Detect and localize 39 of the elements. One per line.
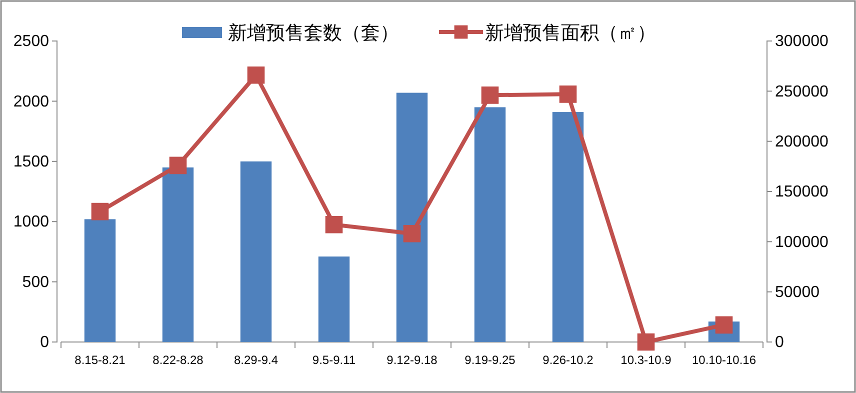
y-tick-label: 2000 [13, 93, 50, 110]
y2-tick-label: 250000 [775, 83, 828, 100]
y-tick-label: 1500 [13, 154, 50, 171]
point [559, 86, 577, 103]
point [247, 66, 265, 84]
y-tick-label: 500 [22, 274, 50, 291]
x-tick-label: 9.19-9.25 [464, 353, 516, 368]
x-tick-label: 8.22-8.28 [152, 353, 204, 368]
y-tick-label: 0 [40, 334, 50, 352]
y-tick-label: 1000 [13, 214, 50, 231]
point [91, 202, 109, 220]
bar [396, 92, 428, 342]
y2-tick-label: 300000 [775, 33, 828, 50]
y2-tick-label: 150000 [775, 184, 828, 201]
y2-tick-label: 200000 [775, 133, 828, 150]
x-tick-label: 9.5-9.11 [312, 353, 356, 368]
point [325, 216, 343, 234]
bar [474, 107, 506, 342]
x-tick-label: 8.29-9.4 [234, 353, 278, 368]
y-tick-label: 2500 [13, 33, 50, 50]
point [637, 333, 655, 351]
bar [552, 112, 584, 342]
x-tick-label: 8.15-8.21 [74, 353, 126, 368]
point [481, 86, 499, 104]
bar [84, 219, 116, 342]
x-tick-label: 10.10-10.16 [692, 353, 756, 368]
point [403, 224, 421, 242]
y2-tick-label: 100000 [775, 234, 828, 251]
y2-tick-label: 0 [775, 334, 784, 352]
x-tick-label: 10.3-10.9 [620, 353, 672, 368]
bar [240, 161, 272, 342]
legend-label: 新增预售面积（㎡） [485, 22, 656, 44]
x-tick-label: 9.12-9.18 [386, 353, 438, 368]
bar [318, 256, 350, 342]
legend-label: 新增预售套数（套） [228, 22, 399, 44]
y2-tick-label: 50000 [775, 284, 820, 301]
bar [162, 167, 194, 342]
point [169, 156, 187, 174]
x-tick-label: 9.26-10.2 [542, 353, 594, 368]
